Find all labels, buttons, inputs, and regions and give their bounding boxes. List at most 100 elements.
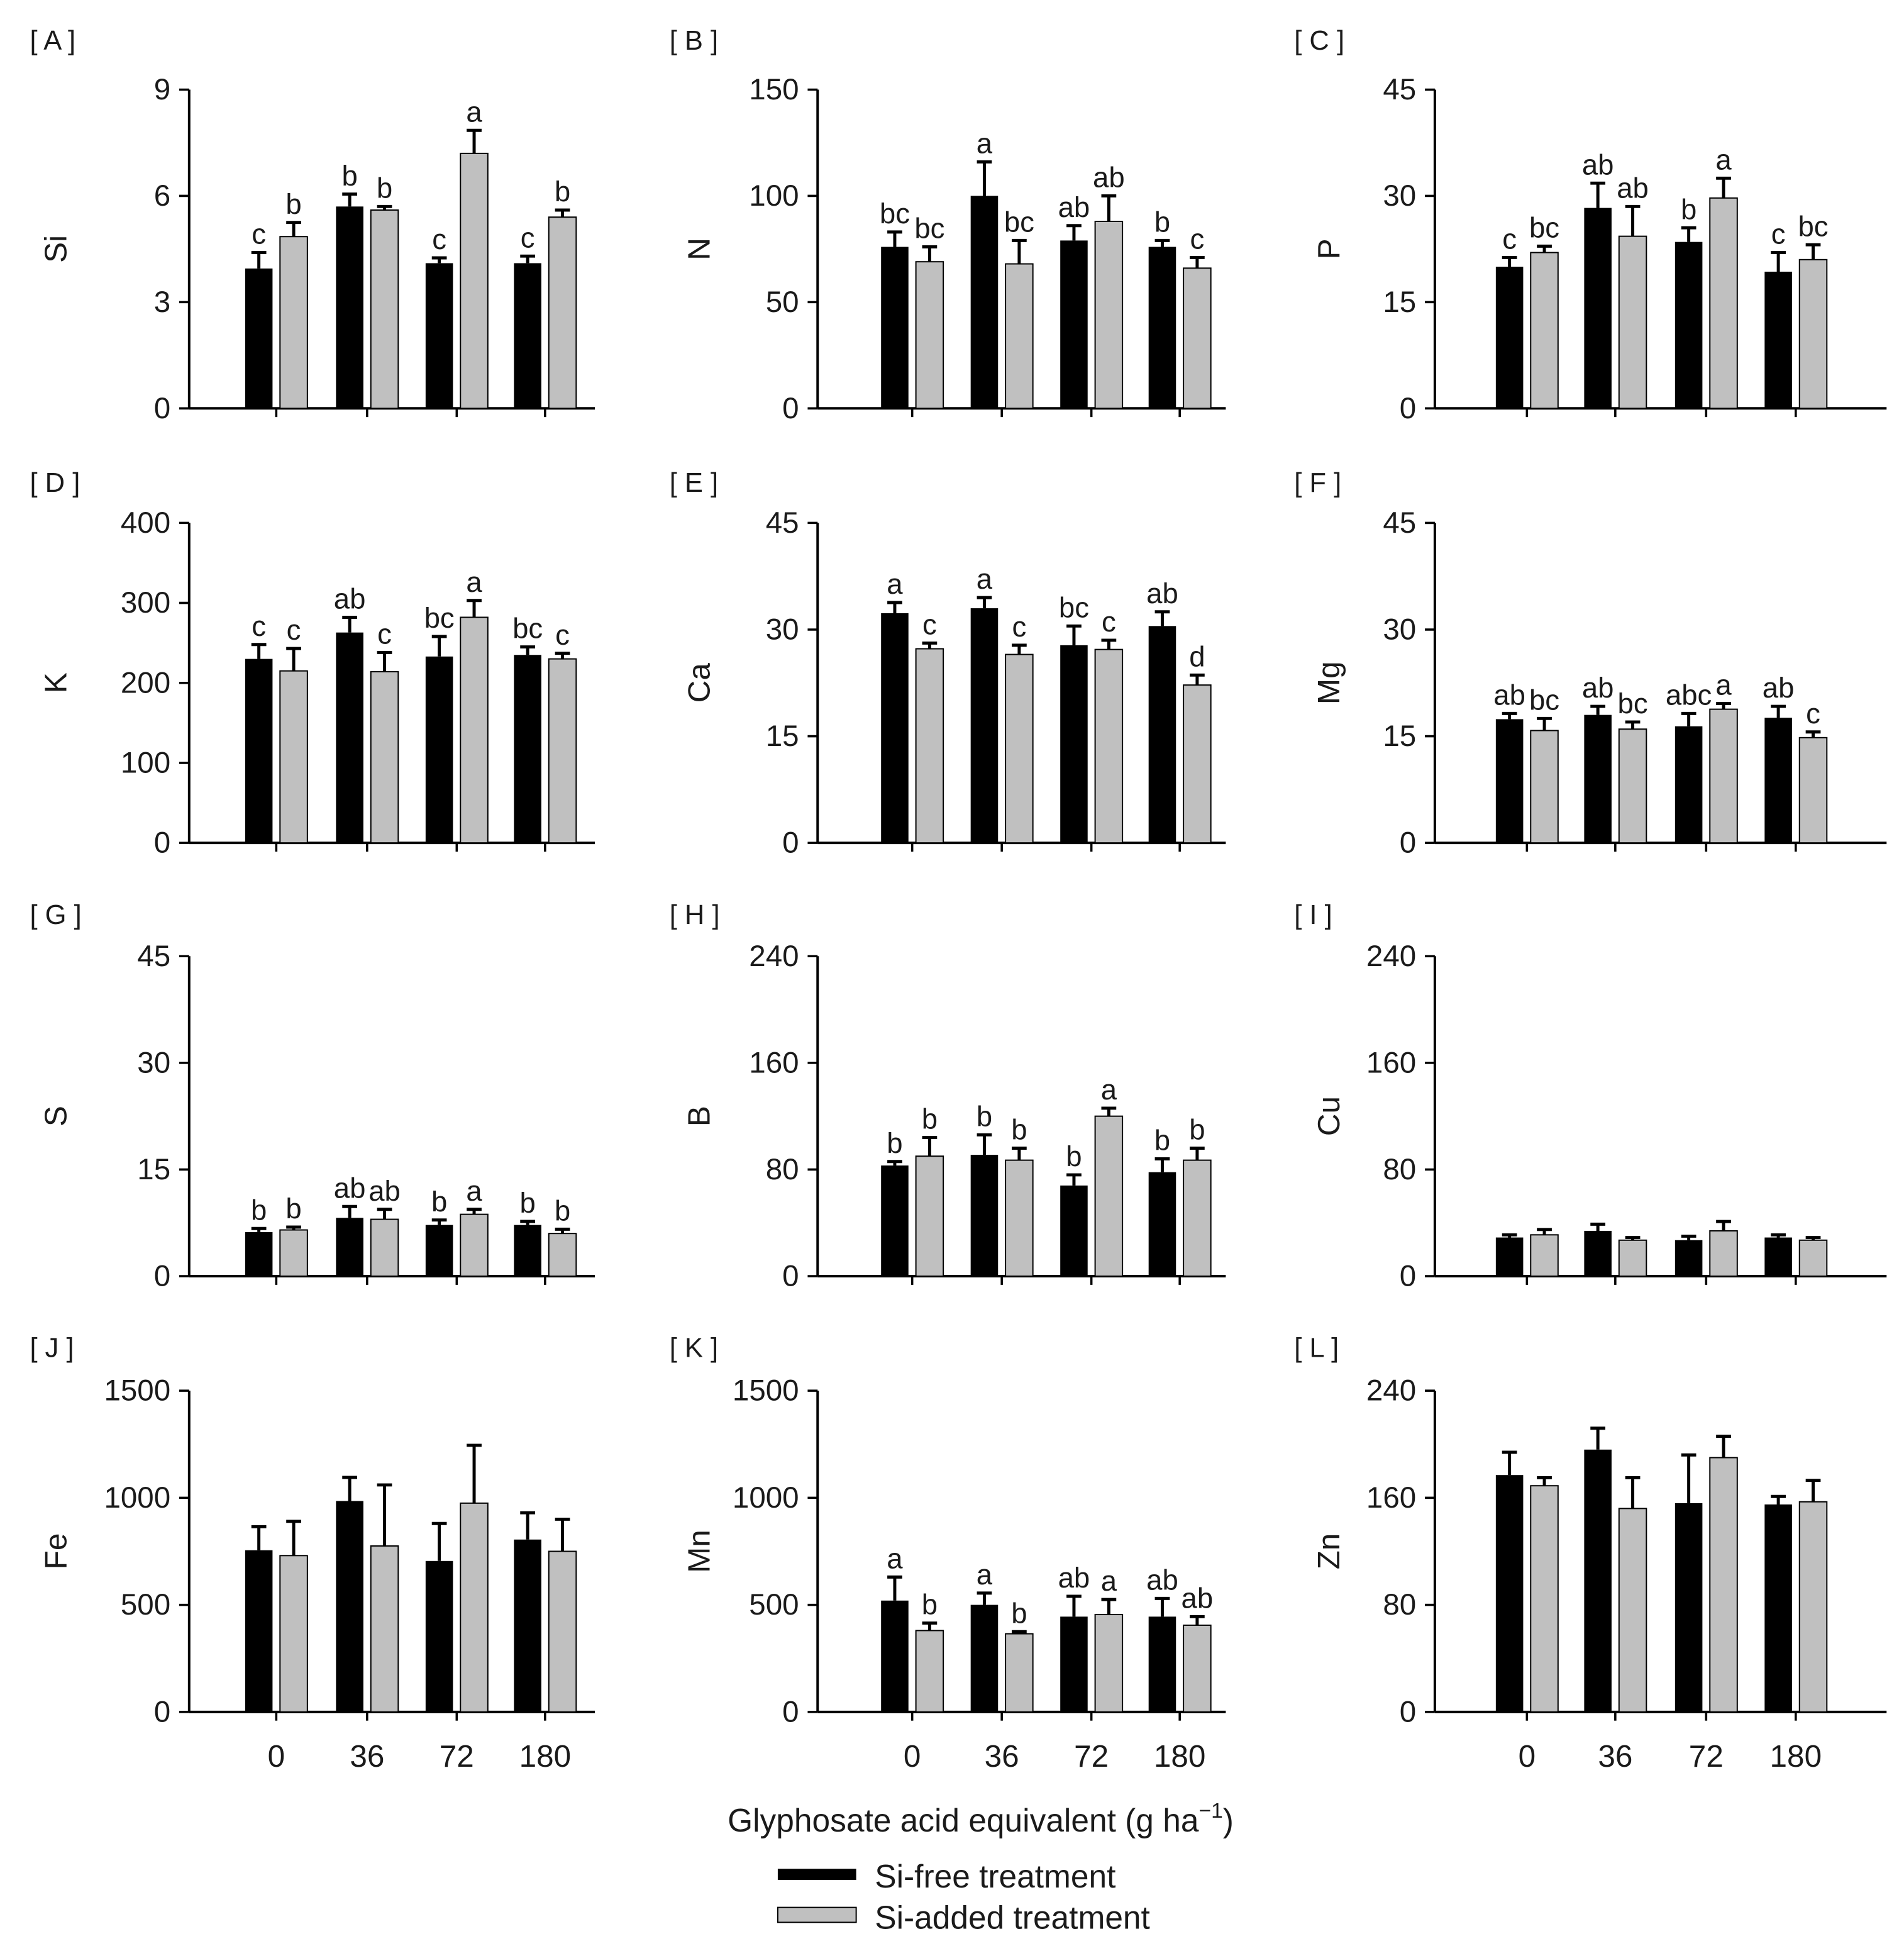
- error-bar: [1625, 1236, 1641, 1240]
- y-tick-label: 3: [154, 286, 170, 319]
- y-tick-label: 0: [782, 826, 799, 860]
- significance-letter: b: [285, 188, 301, 220]
- bar-si-added-0: [915, 648, 944, 844]
- bar-si-free-0: [881, 1600, 909, 1712]
- y-axis-title: Mg: [1312, 661, 1346, 704]
- bar-si-added-180: [1798, 1239, 1828, 1277]
- bar-si-added-72: [460, 152, 489, 409]
- significance-letter: c: [287, 614, 301, 646]
- panel-label: [ K ]: [670, 1333, 718, 1364]
- y-tick-label: 50: [766, 286, 799, 319]
- error-bar: [1537, 1476, 1552, 1486]
- significance-letter: c: [521, 221, 535, 253]
- y-tick-label: 45: [137, 940, 170, 973]
- error-bar: [1625, 720, 1641, 730]
- error-bar: [520, 1220, 536, 1225]
- error-bar: [922, 641, 938, 649]
- bar-si-added-72: [1094, 1613, 1124, 1713]
- error-bar: [467, 599, 482, 618]
- y-tick-label: 45: [1383, 506, 1416, 540]
- error-bar: [1011, 238, 1027, 264]
- bar-si-added-0: [1530, 1485, 1559, 1713]
- bar-si-free-180: [1764, 1504, 1792, 1712]
- error-bar: [377, 204, 392, 210]
- bar-si-free-180: [1148, 626, 1176, 843]
- bar-si-free-180: [514, 1539, 541, 1712]
- y-tick-label: 160: [1366, 1481, 1416, 1515]
- error-bar: [467, 1443, 482, 1503]
- y-axis-title: K: [39, 672, 74, 693]
- error-bar: [1805, 243, 1821, 260]
- y-tick-label: 80: [766, 1153, 799, 1186]
- significance-letter: c: [432, 223, 446, 255]
- bar-si-free-0: [245, 1232, 273, 1277]
- panel-label: [ I ]: [1294, 900, 1332, 930]
- bar-si-free-0: [245, 659, 273, 843]
- y-tick-label: 30: [1383, 179, 1416, 213]
- significance-letter: b: [1154, 1125, 1170, 1157]
- panel-cu: [ I ] Cu 0 80 160 240: [1294, 900, 1887, 1293]
- error-bar: [1502, 255, 1517, 267]
- bar-si-free-72: [425, 1225, 453, 1277]
- y-tick-label: 150: [749, 73, 799, 106]
- x-axis-title-superscript: −1: [1198, 1799, 1222, 1823]
- y-tick-label: 240: [749, 940, 799, 973]
- significance-letter: ab: [334, 1172, 366, 1204]
- error-bar: [251, 1226, 267, 1232]
- error-bar: [1502, 1450, 1517, 1476]
- error-bar: [1537, 716, 1552, 731]
- significance-letter: ab: [1146, 1564, 1178, 1596]
- error-bar: [1537, 1228, 1552, 1235]
- legend-label-si-added: Si-added treatment: [875, 1899, 1150, 1935]
- y-axis-title: S: [39, 1106, 74, 1126]
- bar-si-added-72: [1709, 1230, 1738, 1277]
- significance-letter: b: [377, 172, 392, 204]
- error-bar: [977, 596, 992, 609]
- panel-label: [ J ]: [30, 1333, 74, 1364]
- error-bar: [1681, 711, 1696, 726]
- error-bar: [1537, 244, 1552, 253]
- error-bar: [1805, 730, 1821, 738]
- error-bar: [1716, 1435, 1731, 1458]
- error-bar: [431, 1218, 447, 1225]
- significance-letter: b: [1681, 193, 1696, 225]
- significance-letter: bc: [1618, 687, 1648, 720]
- bar-si-free-72: [425, 263, 453, 409]
- x-tick-label: 0: [268, 1739, 285, 1774]
- significance-letter: b: [431, 1186, 447, 1218]
- bar-si-free-0: [881, 613, 909, 843]
- bar-si-free-36: [336, 1501, 363, 1712]
- significance-letter: bc: [1529, 684, 1559, 716]
- bar-si-added-0: [279, 1555, 308, 1713]
- error-bar: [1190, 255, 1205, 269]
- error-bar: [431, 256, 447, 264]
- y-tick-label: 500: [749, 1588, 799, 1621]
- y-tick-label: 1000: [733, 1481, 799, 1515]
- significance-letter: bc: [512, 613, 543, 645]
- bar-si-added-180: [1798, 737, 1828, 844]
- y-axis-title: Mn: [682, 1530, 717, 1573]
- error-bar: [1502, 711, 1517, 720]
- significance-letter: ab: [368, 1175, 401, 1207]
- y-tick-label: 1000: [104, 1481, 170, 1515]
- significance-letter: b: [341, 160, 357, 192]
- y-tick-label: 500: [121, 1588, 170, 1621]
- significance-letter: ab: [1582, 148, 1614, 181]
- significance-letter: a: [466, 96, 482, 128]
- significance-letter: a: [1715, 669, 1732, 701]
- significance-letter: bc: [1529, 212, 1559, 244]
- error-bar: [377, 1483, 392, 1546]
- significance-letter: b: [285, 1193, 301, 1225]
- error-bar: [555, 652, 570, 659]
- error-bar: [1066, 224, 1082, 241]
- bar-si-added-0: [915, 261, 944, 409]
- y-tick-label: 1500: [104, 1374, 170, 1408]
- significance-letter: c: [922, 609, 937, 641]
- y-tick-label: 0: [1400, 1695, 1416, 1728]
- bar-si-added-72: [460, 1213, 489, 1277]
- bar-si-free-72: [425, 656, 453, 843]
- bar-si-free-0: [1495, 267, 1524, 409]
- error-bar: [342, 616, 357, 633]
